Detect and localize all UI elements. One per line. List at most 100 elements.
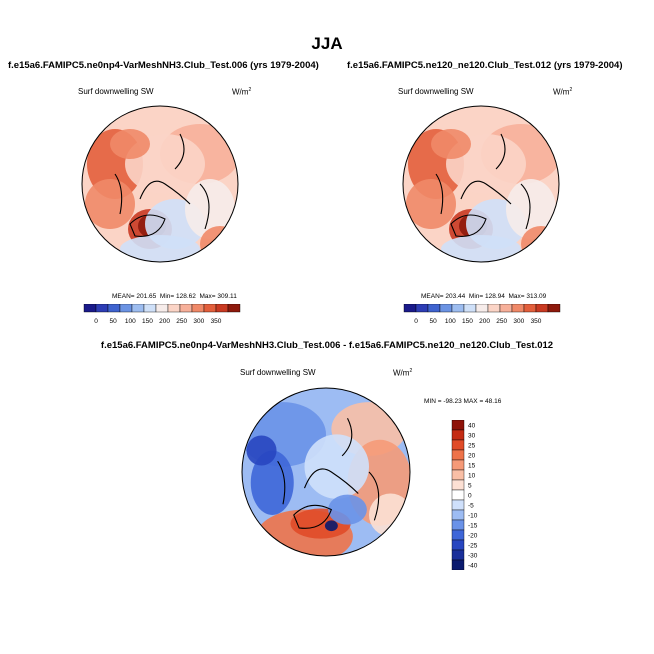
colorbar-tick-label: 200	[479, 318, 490, 325]
diff-colorbar: 40 30 25 20 15 10 5 0 -5 -10 -15 -20 -25 -30 -40	[451, 420, 478, 570]
colorbar-swatch	[119, 304, 133, 313]
field-shading	[82, 106, 238, 262]
colorbar-swatch	[451, 529, 465, 541]
colorbar-swatch	[403, 304, 417, 313]
panel1-colorbar: 0 50 100 150 200 250 300 350	[83, 304, 241, 325]
colorbar-swatch	[535, 304, 549, 313]
colorbar-tick-label: 15	[468, 463, 476, 470]
coastline	[435, 133, 531, 237]
field-region-6	[250, 450, 294, 515]
panel1-case-title: f.e15a6.FAMIPC5.ne0np4-VarMeshNH3.Club_T…	[8, 60, 319, 71]
colorbar-swatch	[451, 519, 465, 531]
diff-minmax: MIN = -98.23 MAX = 48.16	[424, 398, 502, 405]
colorbar-swatch	[179, 304, 193, 313]
colorbar-swatch	[451, 559, 465, 570]
colorbar-swatch	[523, 304, 537, 313]
colorbar-tick-label: -15	[468, 523, 478, 530]
colorbar-tick-label: 10	[468, 473, 476, 480]
colorbar-swatch	[451, 489, 465, 501]
colorbar-swatch	[487, 304, 501, 313]
map-boundary	[81, 105, 239, 263]
coastline	[114, 133, 210, 237]
colorbar-swatch	[227, 304, 241, 313]
colorbar-swatch	[451, 304, 465, 313]
colorbar-tick-label: 20	[468, 453, 476, 460]
colorbar-swatch	[451, 509, 465, 521]
colorbar-swatch	[451, 449, 465, 461]
colorbar-swatch	[451, 499, 465, 511]
colorbar-swatch	[451, 429, 465, 441]
colorbar-tick-label: 150	[462, 318, 473, 325]
colorbar-tick-label: -30	[468, 553, 478, 560]
colorbar-swatch	[451, 439, 465, 451]
field-region-10	[431, 129, 471, 159]
map-boundary	[241, 387, 411, 557]
colorbar-tick-label: 50	[430, 318, 438, 325]
colorbar-swatch	[427, 304, 441, 313]
colorbar-swatch	[191, 304, 205, 313]
diff-polar-map	[241, 387, 411, 557]
colorbar-tick-label: 5	[468, 483, 472, 490]
coastline	[277, 418, 380, 529]
field-region-7	[506, 179, 556, 239]
colorbar-tick-label: 350	[211, 318, 222, 325]
field-region-7	[185, 179, 235, 239]
panel2-case-title: f.e15a6.FAMIPC5.ne120_ne120.Club_Test.01…	[347, 60, 623, 71]
colorbar-tick-label: -20	[468, 533, 478, 540]
colorbar-tick-label: -10	[468, 513, 478, 520]
colorbar-swatch	[131, 304, 145, 313]
colorbar-tick-label: 250	[176, 318, 187, 325]
colorbar-swatch	[451, 420, 465, 431]
field-region-3	[304, 434, 369, 499]
field-shading	[403, 106, 559, 262]
map-boundary	[402, 105, 560, 263]
colorbar-tick-label: 350	[531, 318, 542, 325]
diff-units-label: W/m2	[393, 368, 413, 378]
colorbar-swatch	[451, 469, 465, 481]
panel2-colorbar: 0 50 100 150 200 250 300 350	[403, 304, 561, 325]
colorbar-swatch	[511, 304, 525, 313]
colorbar-swatch	[451, 549, 465, 561]
colorbar-tick-label: 150	[142, 318, 153, 325]
field-region-1	[406, 179, 456, 229]
colorbar-swatch	[463, 304, 477, 313]
colorbar-swatch	[499, 304, 513, 313]
colorbar-swatch	[475, 304, 489, 313]
colorbar-tick-label: -5	[468, 503, 474, 510]
colorbar-tick-label: -25	[468, 543, 478, 550]
field-region-1	[85, 179, 135, 229]
colorbar-tick-label: -40	[468, 563, 478, 570]
colorbar-swatch	[167, 304, 181, 313]
field-region-9	[324, 520, 338, 532]
colorbar-tick-label: 100	[445, 318, 456, 325]
colorbar-swatch	[107, 304, 121, 313]
colorbar-swatch	[155, 304, 169, 313]
field-region-8	[328, 494, 367, 525]
colorbar-tick-label: 30	[468, 433, 476, 440]
colorbar-tick-label: 50	[110, 318, 118, 325]
colorbar-swatch	[451, 479, 465, 491]
colorbar-swatch	[95, 304, 109, 313]
panel1-units-label: W/m2	[232, 87, 252, 97]
field-region-10	[110, 129, 150, 159]
colorbar-swatch	[547, 304, 561, 313]
colorbar-tick-label: 0	[414, 318, 418, 325]
colorbar-swatch	[83, 304, 97, 313]
colorbar-tick-label: 0	[468, 493, 472, 500]
colorbar-tick-label: 25	[468, 443, 476, 450]
panel1-variable-label: Surf downwelling SW	[78, 87, 154, 96]
colorbar-tick-label: 250	[496, 318, 507, 325]
diff-panel-title: f.e15a6.FAMIPC5.ne0np4-VarMeshNH3.Club_T…	[100, 340, 554, 351]
colorbar-tick-label: 200	[159, 318, 170, 325]
panel2-variable-label: Surf downwelling SW	[398, 87, 474, 96]
colorbar-tick-label: 300	[193, 318, 204, 325]
colorbar-swatch	[415, 304, 429, 313]
colorbar-swatch	[451, 459, 465, 471]
panel1-stats: MEAN= 201.65 Min= 128.62 Max= 309.11	[112, 293, 237, 300]
page-title: JJA	[311, 34, 343, 53]
field-shading	[242, 388, 410, 556]
panel2-units-label: W/m2	[553, 87, 573, 97]
colorbar-swatch	[215, 304, 229, 313]
panel1-polar-map	[81, 105, 239, 263]
colorbar-tick-label: 100	[125, 318, 136, 325]
